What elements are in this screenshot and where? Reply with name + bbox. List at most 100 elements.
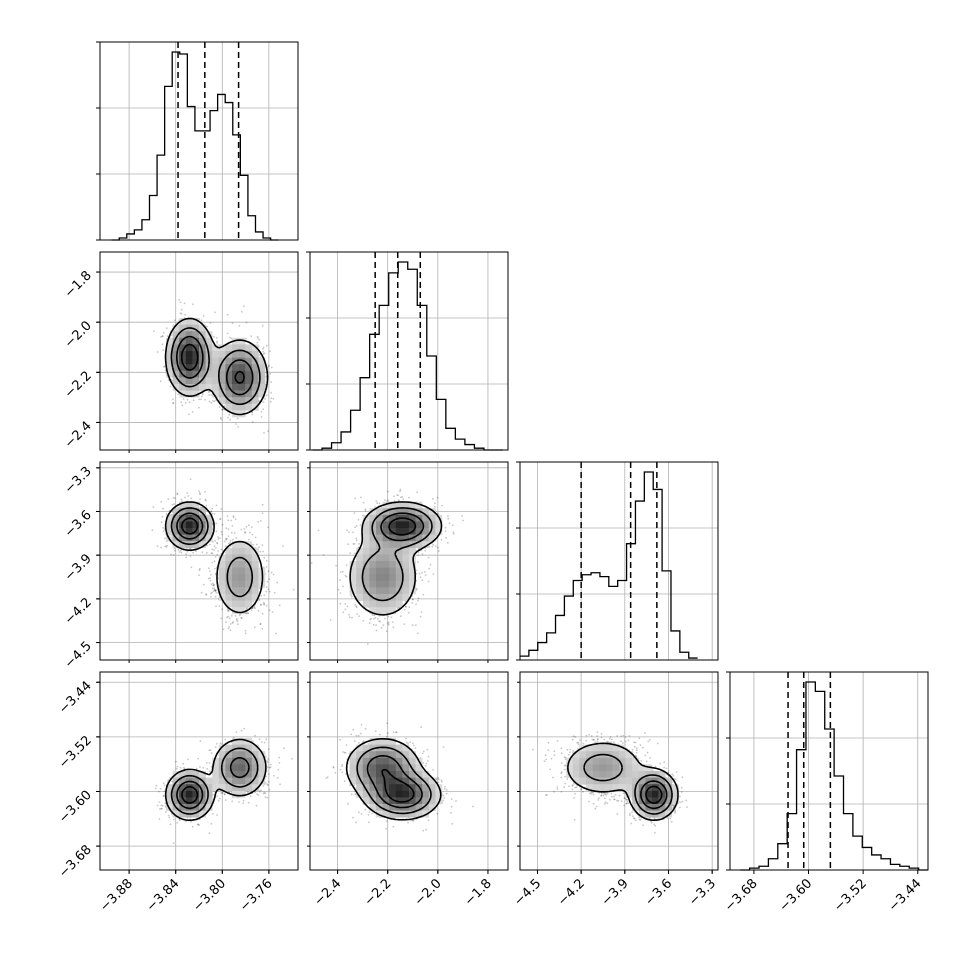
density-cell	[251, 384, 259, 391]
sample-point	[234, 518, 237, 521]
density-cell	[205, 370, 213, 378]
density-cell	[409, 574, 416, 582]
histogram-panel-4	[726, 671, 929, 871]
sample-point	[192, 303, 194, 306]
sample-point	[227, 528, 230, 530]
density-cell	[251, 594, 259, 601]
density-panel-3-1	[99, 461, 299, 661]
density-cell	[232, 541, 239, 549]
density-cell	[166, 337, 173, 345]
contour-line	[388, 517, 417, 536]
density-cell	[172, 324, 180, 332]
sample-point	[342, 585, 344, 588]
sample-point	[416, 632, 419, 635]
sample-point	[244, 531, 246, 534]
sample-point	[216, 336, 218, 339]
sample-point	[227, 542, 230, 545]
sample-point	[339, 579, 341, 582]
density-cell	[238, 567, 246, 575]
sample-point	[380, 506, 383, 509]
sample-point	[156, 804, 159, 807]
density-cell	[205, 344, 213, 352]
density-cell	[382, 561, 390, 568]
sample-point	[402, 498, 405, 500]
sample-point	[268, 788, 271, 791]
density-cell	[179, 501, 187, 509]
density-cell	[199, 364, 206, 372]
density-cell	[349, 567, 357, 575]
sample-point	[427, 580, 430, 583]
density-cell	[395, 541, 403, 549]
density-cell	[205, 514, 213, 522]
sample-point	[226, 313, 229, 316]
sample-point	[174, 319, 176, 322]
sample-point	[191, 411, 194, 413]
density-cell	[218, 574, 226, 582]
sample-point	[417, 597, 420, 600]
density-cell	[179, 534, 187, 542]
sample-point	[245, 525, 248, 528]
sample-point	[208, 762, 211, 764]
sample-point	[360, 496, 362, 499]
density-cell	[389, 528, 397, 535]
density-cell	[389, 541, 397, 549]
sample-point	[212, 813, 214, 815]
sample-point	[226, 515, 229, 517]
density-cell	[428, 508, 436, 516]
sample-point	[354, 497, 357, 500]
sample-point	[354, 526, 356, 529]
sample-point	[268, 609, 271, 612]
density-cell	[172, 364, 180, 372]
density-cell	[402, 528, 410, 535]
density-cell	[369, 574, 377, 582]
density-cell	[389, 600, 397, 608]
density-cell	[369, 607, 377, 615]
density-cell	[245, 600, 253, 608]
density-cell	[362, 521, 370, 529]
density-cell	[238, 403, 246, 411]
sample-point	[170, 334, 173, 336]
sample-point	[263, 741, 266, 744]
density-cell	[251, 344, 259, 352]
sample-point	[198, 406, 200, 409]
density-cell	[245, 567, 253, 575]
density-cell	[172, 331, 180, 339]
sample-point	[205, 593, 207, 596]
density-cell	[232, 574, 239, 582]
sample-point	[235, 423, 238, 425]
sample-point	[462, 519, 464, 522]
sample-point	[408, 496, 410, 499]
density-cell	[356, 574, 364, 582]
sample-point	[231, 614, 233, 617]
density-cell	[251, 351, 259, 358]
density-cell	[238, 370, 246, 378]
sample-point	[261, 627, 264, 630]
sample-point	[262, 550, 264, 553]
sample-point	[214, 567, 216, 570]
sample-point	[211, 548, 214, 551]
sample-point	[183, 302, 186, 305]
density-cell	[238, 337, 246, 345]
density-cell	[395, 521, 403, 529]
sample-point	[236, 417, 239, 420]
density-cell	[225, 547, 233, 555]
density-cell	[238, 547, 246, 555]
density-cell	[376, 600, 383, 608]
sample-point	[270, 571, 273, 574]
density-cell	[185, 318, 193, 325]
sample-point	[374, 616, 377, 619]
sample-point	[260, 604, 263, 606]
sample-point	[228, 626, 231, 628]
density-cell	[409, 561, 416, 568]
density-cell	[205, 377, 213, 385]
sample-point	[251, 411, 254, 414]
density-cell	[251, 397, 259, 405]
sample-point	[211, 512, 214, 515]
density-cell	[382, 567, 390, 575]
density-cell	[185, 351, 193, 358]
sample-point	[341, 570, 344, 573]
density-cell	[369, 567, 377, 575]
sample-point	[261, 324, 264, 327]
density-cell	[258, 377, 266, 385]
density-cell	[258, 390, 266, 398]
